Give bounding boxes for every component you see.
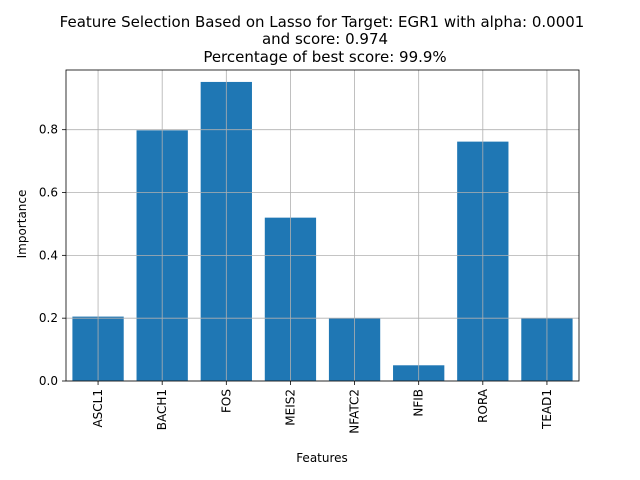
y-tick-label: 0.4 [39, 248, 58, 262]
chart-title-line-3: Percentage of best score: 99.9% [203, 48, 446, 66]
y-tick-label: 0.6 [39, 186, 58, 200]
y-tick-label: 0.0 [39, 374, 58, 388]
chart-title-line-2: and score: 0.974 [262, 30, 388, 48]
x-tick-label-fos: FOS [219, 389, 233, 413]
x-tick-label-tead1: TEAD1 [540, 389, 554, 430]
x-tick-label-nfatc2: NFATC2 [348, 389, 362, 434]
x-axis-label: Features [296, 451, 348, 465]
plot-area: 0.0 0.2 0.4 0.6 0.8 ASCL1 BACH1 FOS MEIS2 NFATC2 N… [39, 69, 580, 434]
y-tick-label: 0.8 [39, 123, 58, 137]
axes-frame [65, 69, 580, 382]
chart-title-line-1: Feature Selection Based on Lasso for Tar… [60, 13, 585, 31]
x-tick-label-nfib: NFIB [412, 389, 426, 417]
x-tick-label-bach1: BACH1 [155, 389, 169, 430]
x-tick-label-ascl1: ASCL1 [91, 389, 105, 428]
x-tick-label-meis2: MEIS2 [283, 389, 297, 426]
y-axis-label: Importance [15, 190, 29, 259]
y-tick-label: 0.2 [39, 311, 58, 325]
x-tick-label-rora: RORA [476, 388, 490, 423]
